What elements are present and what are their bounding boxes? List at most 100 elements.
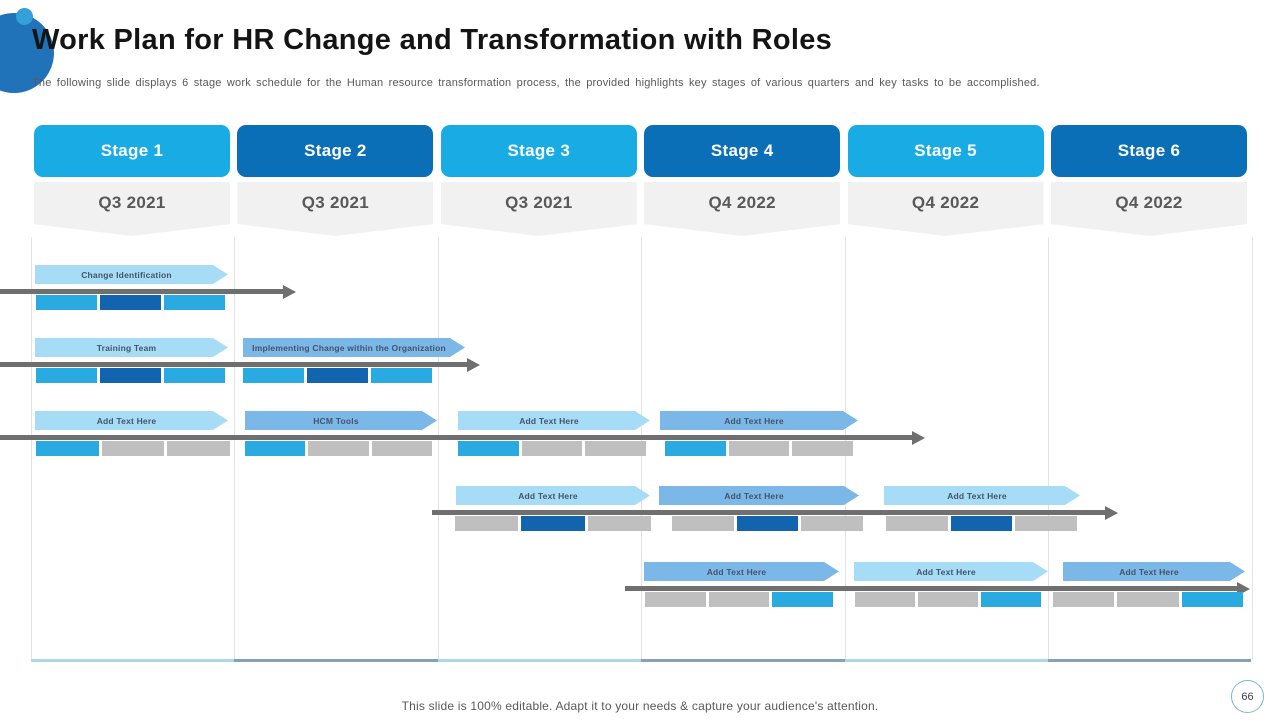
stage-header: Stage 3 — [440, 125, 637, 177]
progress-segment — [36, 368, 97, 383]
task-arrow: Add Text Here — [1063, 562, 1245, 581]
gantt-column-cell — [437, 237, 642, 660]
progress-segment — [371, 368, 432, 383]
task-arrow-label: Add Text Here — [518, 490, 578, 501]
stage-header: Stage 4 — [644, 125, 841, 177]
progress-segment — [164, 368, 225, 383]
quarter-label: Q3 2021 — [98, 193, 166, 212]
corner-decoration-dot — [16, 8, 33, 25]
column-baseline — [437, 659, 642, 662]
stage-header-label: Stage 1 — [100, 141, 164, 160]
page-subtitle: The following slide displays 6 stage wor… — [32, 77, 1040, 89]
task-arrow: Add Text Here — [660, 411, 858, 430]
progress-segment — [728, 441, 790, 456]
task-arrow-label: Add Text Here — [947, 490, 1007, 501]
task-arrow: Add Text Here — [458, 411, 650, 430]
progress-segment — [167, 441, 230, 456]
timeline-arrow — [0, 362, 469, 367]
progress-segment — [308, 441, 369, 456]
page-number-badge: 66 — [1231, 680, 1264, 713]
quarter-label: Q4 2022 — [708, 193, 776, 212]
task-arrow-label: Training Team — [96, 342, 157, 353]
timeline-arrow — [0, 289, 285, 294]
timeline-arrowhead — [912, 430, 925, 445]
progress-segment — [672, 516, 734, 531]
progress-segment — [371, 441, 432, 456]
quarter-banner: Q3 2021 — [237, 182, 434, 236]
progress-segment — [855, 592, 915, 607]
progress-segment — [36, 441, 99, 456]
timeline-arrowhead — [283, 284, 296, 299]
progress-segment — [458, 441, 519, 456]
task-arrow: Add Text Here — [644, 562, 839, 581]
progress-segment — [792, 441, 853, 456]
progress-segment — [455, 516, 519, 531]
task-arrow: Change Identification — [35, 265, 228, 284]
progress-segment — [1117, 592, 1179, 607]
progress-segment — [981, 592, 1041, 607]
task-arrow-label: Add Text Here — [519, 415, 579, 426]
stage-header: Stage 2 — [237, 125, 434, 177]
task-arrow-label: Add Text Here — [1119, 566, 1179, 577]
stage-header: Stage 5 — [847, 125, 1044, 177]
timeline-arrow — [0, 435, 914, 440]
stage-header-label: Stage 6 — [1117, 141, 1181, 160]
timeline-arrow — [432, 510, 1107, 515]
task-arrow-label: Change Identification — [81, 269, 172, 280]
column-baseline — [641, 659, 845, 662]
progress-segment — [708, 592, 770, 607]
task-arrow-label: Add Text Here — [96, 415, 157, 426]
task-arrow-label: Implementing Change within the Organizat… — [252, 342, 446, 353]
progress-segment — [36, 295, 97, 310]
progress-segment — [521, 516, 585, 531]
progress-segment — [521, 441, 583, 456]
quarter-banner: Q4 2022 — [847, 182, 1044, 236]
task-arrow: Add Text Here — [456, 486, 650, 505]
task-arrow: Add Text Here — [884, 486, 1080, 505]
progress-segment — [245, 441, 306, 456]
quarter-label: Q4 2022 — [911, 193, 980, 212]
quarter-banner: Q4 2022 — [1051, 182, 1247, 236]
task-arrow-label: Add Text Here — [724, 415, 784, 426]
progress-segment — [736, 516, 799, 531]
task-arrow: HCM Tools — [245, 411, 437, 430]
page-number: 66 — [1241, 690, 1254, 703]
task-arrow: Training Team — [35, 338, 228, 357]
stage-header-label: Stage 4 — [710, 141, 774, 160]
footer-note: This slide is 100% editable. Adapt it to… — [401, 699, 879, 713]
timeline-arrow — [625, 586, 1239, 591]
progress-segment — [100, 368, 161, 383]
progress-segment — [585, 441, 646, 456]
quarter-label: Q4 2022 — [1115, 193, 1183, 212]
timeline-arrowhead — [467, 357, 480, 372]
progress-segment — [1015, 516, 1077, 531]
gantt-column-cell — [234, 237, 438, 660]
progress-segment — [772, 592, 833, 607]
progress-segment — [665, 441, 726, 456]
column-baseline — [31, 659, 235, 662]
gantt-column-cell — [1048, 237, 1254, 660]
progress-segment — [801, 516, 863, 531]
progress-segment — [918, 592, 978, 607]
quarter-banner: Q3 2021 — [34, 182, 230, 236]
progress-segment — [307, 368, 368, 383]
task-arrow: Implementing Change within the Organizat… — [243, 338, 465, 357]
task-arrow-label: HCM Tools — [313, 415, 359, 426]
progress-segment — [886, 516, 948, 531]
quarter-banner: Q3 2021 — [440, 182, 637, 236]
task-arrow-label: Add Text Here — [724, 490, 784, 501]
progress-segment — [1181, 592, 1243, 607]
task-arrow: Add Text Here — [854, 562, 1048, 581]
progress-segment — [1053, 592, 1115, 607]
progress-segment — [101, 441, 165, 456]
stage-header-label: Stage 5 — [914, 141, 977, 160]
page-title: Work Plan for HR Change and Transformati… — [32, 24, 833, 56]
progress-segment — [243, 368, 304, 383]
stage-header: Stage 6 — [1051, 125, 1247, 177]
task-arrow: Add Text Here — [659, 486, 859, 505]
quarter-label: Q3 2021 — [301, 193, 370, 212]
stage-header: Stage 1 — [34, 125, 230, 177]
stage-header-label: Stage 3 — [507, 141, 571, 160]
gantt-column-cell — [31, 237, 235, 660]
